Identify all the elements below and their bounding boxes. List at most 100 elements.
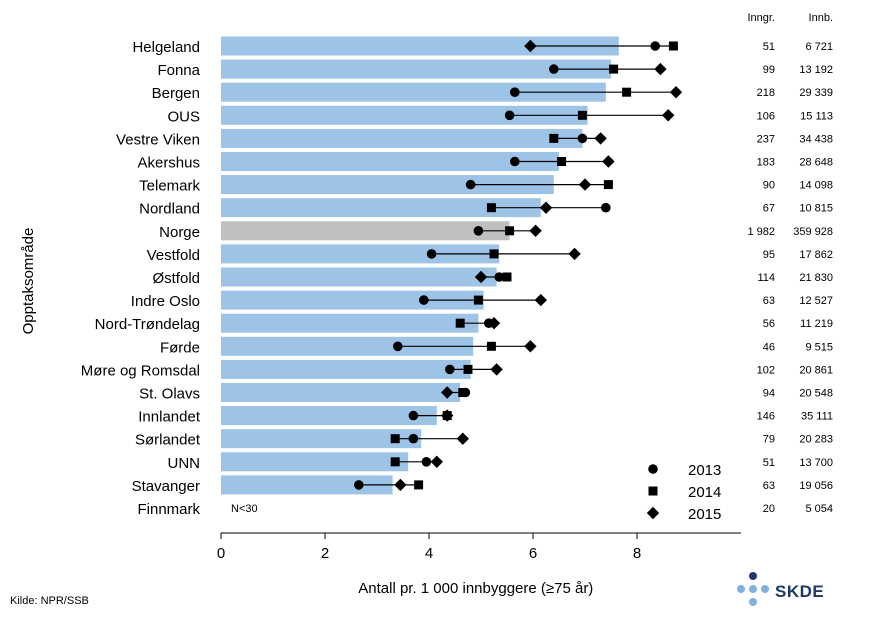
point-2014 bbox=[458, 388, 468, 397]
logo-dot bbox=[737, 585, 745, 593]
point-2014 bbox=[557, 157, 567, 166]
point-2013 bbox=[494, 272, 505, 282]
category-label: Stavanger bbox=[132, 478, 200, 495]
bar bbox=[221, 313, 479, 333]
category-label: Bergen bbox=[152, 85, 200, 102]
point-2013 bbox=[393, 341, 403, 352]
legend-label-2014: 2014 bbox=[688, 484, 721, 501]
value-inngr: 106 bbox=[757, 110, 775, 122]
x-tick-label: 0 bbox=[217, 545, 225, 562]
value-innb: 12 527 bbox=[799, 295, 833, 307]
value-innb: 10 815 bbox=[799, 203, 833, 215]
bar bbox=[221, 267, 497, 287]
value-inngr: 63 bbox=[763, 480, 775, 492]
point-2015 bbox=[669, 86, 683, 99]
value-inngr: 146 bbox=[757, 411, 775, 423]
point-2013 bbox=[354, 480, 364, 490]
point-2014 bbox=[502, 272, 512, 282]
value-innb: 359 928 bbox=[793, 226, 833, 238]
bar bbox=[221, 359, 471, 379]
logo-dot bbox=[749, 585, 757, 593]
point-2013 bbox=[421, 457, 432, 467]
point-2015 bbox=[490, 363, 503, 376]
y-axis-title: Opptaksområde bbox=[20, 228, 37, 335]
value-innb: 20 548 bbox=[799, 388, 833, 400]
bar bbox=[221, 105, 588, 125]
category-label: Møre og Romsdal bbox=[81, 362, 200, 379]
legend-marker-2015 bbox=[646, 506, 660, 520]
value-innb: 13 192 bbox=[799, 64, 833, 76]
value-inngr: 46 bbox=[763, 341, 775, 353]
point-2014 bbox=[390, 434, 400, 444]
category-label: Telemark bbox=[139, 178, 200, 195]
point-2015 bbox=[456, 432, 469, 445]
point-2013 bbox=[419, 295, 429, 305]
value-inngr: 56 bbox=[763, 318, 775, 330]
category-label: Sørlandet bbox=[135, 432, 201, 449]
bar bbox=[221, 244, 500, 264]
point-2013 bbox=[510, 87, 520, 97]
point-2013 bbox=[549, 64, 559, 74]
bar bbox=[221, 429, 422, 449]
point-2015 bbox=[441, 409, 454, 422]
value-inngr: 79 bbox=[763, 434, 775, 446]
category-label: Akershus bbox=[137, 155, 200, 172]
category-label: Vestfold bbox=[147, 247, 200, 264]
value-inngr: 67 bbox=[763, 203, 775, 215]
bar bbox=[221, 475, 393, 495]
point-2015 bbox=[474, 270, 488, 284]
logo-dot bbox=[749, 598, 757, 606]
point-2014 bbox=[486, 341, 496, 351]
value-innb: 14 098 bbox=[799, 180, 833, 192]
value-inngr: 90 bbox=[763, 180, 775, 192]
value-inngr: 20 bbox=[763, 503, 775, 515]
value-innb: 19 056 bbox=[799, 480, 833, 492]
point-2014 bbox=[463, 364, 473, 374]
value-innb: 13 700 bbox=[799, 457, 833, 469]
point-2014 bbox=[486, 203, 496, 213]
value-inngr: 114 bbox=[757, 272, 775, 284]
skde-logo: SKDE bbox=[730, 572, 850, 616]
point-2014 bbox=[489, 249, 499, 259]
bar bbox=[221, 36, 619, 56]
col-header-inngr: Inngr. bbox=[747, 12, 775, 24]
point-2014 bbox=[414, 480, 424, 490]
category-label: Vestre Viken bbox=[116, 131, 200, 148]
bar bbox=[221, 406, 437, 426]
point-2013 bbox=[650, 41, 660, 51]
x-tick-label: 4 bbox=[425, 545, 433, 562]
value-innb: 6 721 bbox=[805, 41, 833, 53]
logo-text: SKDE bbox=[775, 582, 825, 601]
bar bbox=[221, 383, 461, 402]
value-inngr: 94 bbox=[763, 388, 775, 400]
point-2014 bbox=[577, 110, 587, 120]
point-2015 bbox=[430, 455, 443, 468]
legend-marker-2013 bbox=[648, 464, 658, 474]
point-2015 bbox=[394, 478, 407, 492]
point-2015 bbox=[568, 247, 581, 261]
point-2014 bbox=[455, 318, 465, 328]
point-2013 bbox=[510, 156, 520, 167]
value-inngr: 218 bbox=[757, 87, 775, 99]
value-inngr: 99 bbox=[763, 64, 775, 76]
point-2013 bbox=[426, 249, 437, 259]
value-innb: 29 339 bbox=[799, 87, 833, 99]
x-tick-label: 6 bbox=[529, 545, 537, 562]
value-inngr: 95 bbox=[763, 249, 775, 261]
logo-dot bbox=[749, 572, 757, 580]
point-2015 bbox=[534, 293, 547, 307]
bar bbox=[221, 290, 484, 310]
point-2013 bbox=[408, 410, 419, 421]
value-innb: 11 219 bbox=[800, 318, 833, 330]
value-inngr: 51 bbox=[763, 457, 775, 469]
point-2015 bbox=[529, 224, 542, 237]
col-header-innb: Innb. bbox=[809, 12, 833, 24]
value-inngr: 63 bbox=[763, 295, 775, 307]
category-label: Østfold bbox=[152, 270, 200, 287]
x-axis-title: Antall pr. 1 000 innbyggere (≥75 år) bbox=[358, 580, 593, 597]
point-2015 bbox=[524, 39, 537, 53]
point-2013 bbox=[473, 226, 484, 236]
category-label: Nordland bbox=[139, 201, 200, 218]
value-inngr: 237 bbox=[757, 133, 775, 145]
